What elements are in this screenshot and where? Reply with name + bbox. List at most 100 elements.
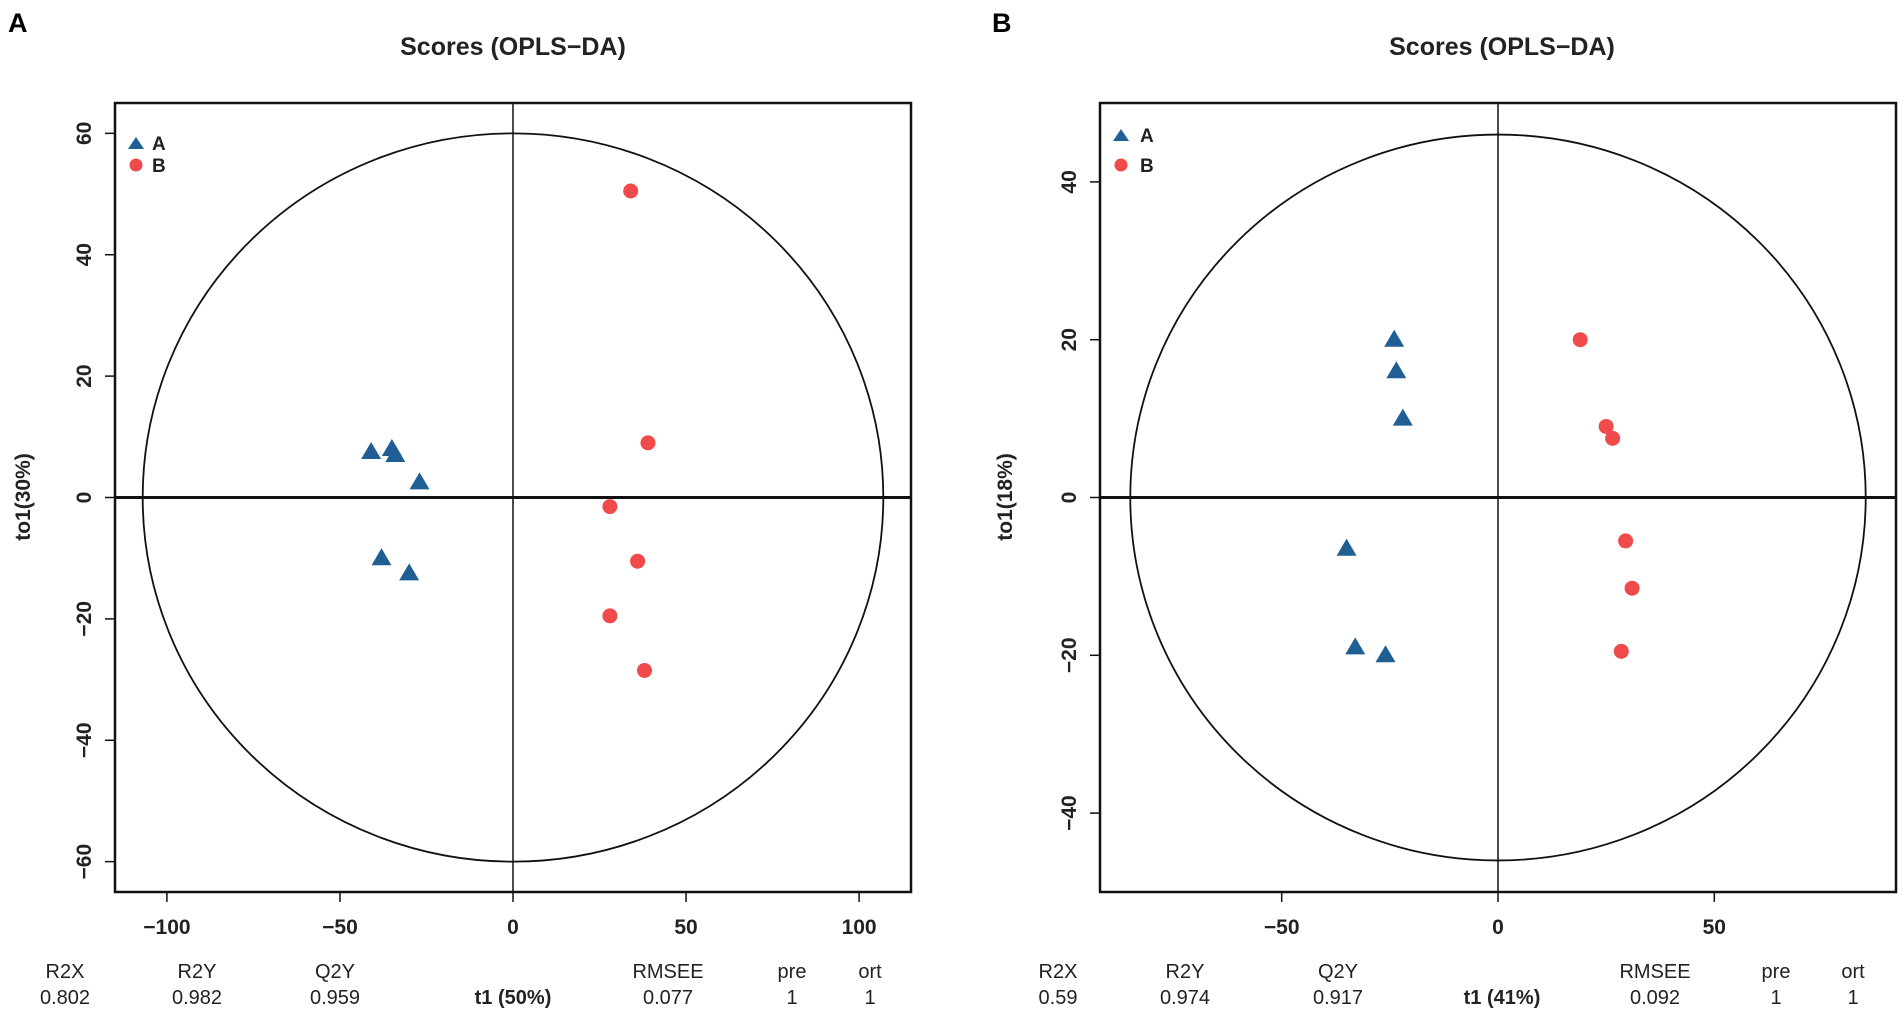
x-axis-label-pct-a: (50%) [498,987,551,1009]
legend-a: A B [128,134,166,177]
legend-label-a-group-a: A [152,134,166,155]
legend-marker-b-triangle [1113,129,1129,141]
x-tick-label-a: −50 [322,916,358,939]
legend-label-b-group-a: A [1140,126,1154,147]
y-axis-label-b: to1(18%) [994,453,1017,541]
y-axis-a: −60 −40 −20 0 20 40 60 [73,122,115,880]
stat-value-pre-a: 1 [786,987,797,1009]
stat-header-ort-a: ort [858,961,882,983]
y-tick-label-a: −20 [73,601,96,637]
data-points-a [361,183,656,678]
hotelling-ellipse-b [1129,133,1867,862]
point-group-a-b [1386,361,1407,379]
point-group-a-a [399,563,420,581]
stat-header-rmsee-b: RMSEE [1619,961,1690,983]
point-group-b-a [602,499,618,515]
x-tick-label-b: −50 [1264,916,1300,939]
x-axis-label-b: t1 (41%) [1464,987,1541,1009]
confidence-ellipse-a [141,132,885,863]
point-group-a-b [1392,408,1413,426]
point-group-b-a [637,662,653,678]
y-tick-label-a: 40 [73,243,96,266]
stat-value-r2x-a: 0.802 [40,987,90,1009]
x-axis-label-pct-b: (41%) [1487,987,1540,1009]
point-group-a-a [371,548,392,566]
point-group-b-b [1598,418,1614,434]
x-axis-label-prefix-b: t1 [1464,987,1482,1009]
legend-marker-b-circle [1114,158,1128,172]
stat-value-r2x-b: 0.59 [1039,987,1078,1009]
point-group-a-b [1375,645,1396,663]
x-tick-label-b: 50 [1703,916,1726,939]
point-group-b-a [623,183,639,199]
point-group-a-b [1336,538,1357,556]
point-group-a-a [361,441,382,459]
chart-title-b: Scores (OPLS−DA) [1389,33,1615,61]
panel-b: B Scores (OPLS−DA) to1(18%) −40−2002040 … [992,8,1898,1009]
stat-header-q2y-a: Q2Y [315,961,355,983]
stat-header-r2x-b: R2X [1039,961,1078,983]
stat-value-q2y-a: 0.959 [310,987,360,1009]
legend-marker-a-circle [129,158,143,172]
hotelling-ellipse-a [141,132,885,863]
point-group-b-b [1572,332,1588,348]
stats-table-b: R2X R2Y Q2Y RMSEE pre ort 0.59 0.974 0.9… [1039,961,1866,1009]
point-group-b-b [1618,533,1634,549]
point-group-a-b [1345,637,1366,655]
x-axis-b: −50 0 50 [1264,892,1726,939]
y-axis-b: −40 −20 0 20 40 [1058,170,1100,831]
y-tick-label-a: 0 [73,492,96,504]
y-tick-label-a: 20 [73,364,96,387]
point-group-a-a [409,472,430,490]
stat-value-pre-b: 1 [1770,987,1781,1009]
y-axis-label-a: to1(30%) [12,453,35,541]
point-group-b-a [640,435,656,451]
data-points-b [1336,329,1640,663]
stat-value-r2y-a: 0.982 [172,987,222,1009]
x-axis-a: −100 −50 0 50 100 [143,892,877,939]
legend-label-a-group-b: B [152,156,166,177]
point-group-b-b [1613,643,1629,659]
x-axis-label-a: t1 (50%) [475,987,552,1009]
stat-header-q2y-b: Q2Y [1318,961,1358,983]
stat-header-r2x-a: R2X [46,961,85,983]
gridlines-a [115,103,911,892]
stat-header-ort-b: ort [1841,961,1865,983]
chart-title-a: Scores (OPLS−DA) [400,33,626,61]
panel-letter-b: B [992,8,1012,38]
x-tick-label-a: 50 [674,916,697,939]
panel-a: A Scores (OPLS−DA) to1(30%) −60 −40 −20 0 20… [8,8,913,1009]
stat-value-rmsee-a: 0.077 [643,987,693,1009]
legend-b: A B [1113,126,1154,177]
point-group-b-a [630,553,646,569]
stat-header-r2y-b: R2Y [1166,961,1205,983]
stat-header-rmsee-a: RMSEE [632,961,703,983]
x-tick-label-a: −100 [143,916,190,939]
legend-label-b-group-b: B [1140,156,1154,177]
point-group-b-a [602,608,618,624]
x-tick-label-b: 0 [1492,916,1504,939]
point-group-b-b [1605,430,1621,446]
stats-table-a: R2X R2Y Q2Y RMSEE pre ort 0.802 0.982 0.… [40,961,882,1009]
stat-header-r2y-a: R2Y [178,961,217,983]
y-tick-label-b: −40 [1058,795,1081,831]
y-tick-label-a: 60 [73,122,96,145]
x-axis-label-prefix-a: t1 [475,987,493,1009]
y-tick-label-b: 20 [1058,328,1081,351]
point-group-a-b [1384,329,1405,347]
stat-header-pre-a: pre [778,961,807,983]
stat-value-ort-a: 1 [864,987,875,1009]
confidence-ellipse-b [1129,133,1867,862]
y-tick-label-a: −60 [73,844,96,880]
stat-value-rmsee-b: 0.092 [1630,987,1680,1009]
y-tick-label-a: −40 [73,722,96,758]
stat-value-ort-b: 1 [1847,987,1858,1009]
gridlines-b [1100,103,1896,892]
point-group-a-a [385,445,406,463]
stat-value-r2y-b: 0.974 [1160,987,1210,1009]
x-tick-label-a: 0 [507,916,519,939]
y-tick-label-b: −20 [1058,637,1081,673]
panel-letter-a: A [8,8,28,38]
x-tick-label-a: 100 [842,916,877,939]
